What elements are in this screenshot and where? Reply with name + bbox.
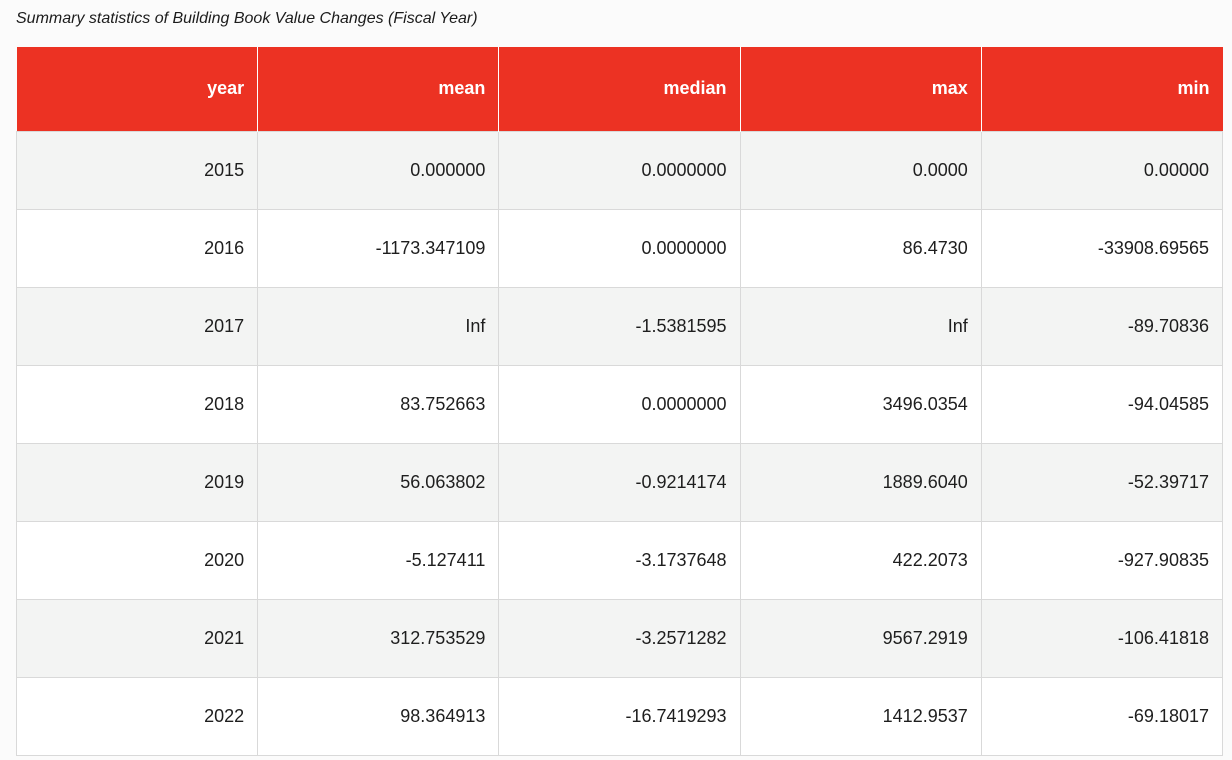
cell-median: -0.9214174 [498, 442, 741, 522]
cell-year: 2022 [15, 676, 259, 756]
summary-table-container: year mean median max min 2015 0.000000 0… [15, 47, 1224, 756]
cell-min: -94.04585 [980, 364, 1224, 444]
column-header-median: median [498, 47, 741, 131]
cell-max: 3496.0354 [739, 364, 982, 444]
cell-median: -16.7419293 [498, 676, 741, 756]
table-row: 2017 Inf -1.5381595 Inf -89.70836 [15, 286, 1224, 366]
cell-year: 2019 [15, 442, 259, 522]
column-header-max: max [739, 47, 982, 131]
cell-year: 2017 [15, 286, 259, 366]
table-header: year mean median max min [16, 47, 1223, 131]
cell-max: 0.0000 [739, 130, 982, 210]
table-row: 2015 0.000000 0.0000000 0.0000 0.00000 [15, 130, 1224, 210]
cell-mean: -1173.347109 [257, 208, 500, 288]
table-row: 2022 98.364913 -16.7419293 1412.9537 -69… [15, 676, 1224, 756]
cell-mean: 312.753529 [257, 598, 500, 678]
table-caption: Summary statistics of Building Book Valu… [16, 10, 478, 27]
cell-min: -69.18017 [980, 676, 1224, 756]
cell-min: -33908.69565 [980, 208, 1224, 288]
cell-median: -3.1737648 [498, 520, 741, 600]
cell-year: 2021 [15, 598, 259, 678]
cell-year: 2020 [15, 520, 259, 600]
cell-year: 2018 [15, 364, 259, 444]
cell-median: 0.0000000 [498, 208, 741, 288]
cell-year: 2015 [15, 130, 259, 210]
header-row: year mean median max min [16, 47, 1223, 131]
cell-median: 0.0000000 [498, 364, 741, 444]
summary-table: year mean median max min 2015 0.000000 0… [15, 47, 1224, 756]
cell-max: 1889.6040 [739, 442, 982, 522]
cell-max: 1412.9537 [739, 676, 982, 756]
column-header-mean: mean [257, 47, 499, 131]
cell-max: Inf [739, 286, 982, 366]
cell-mean: 83.752663 [257, 364, 500, 444]
table-row: 2020 -5.127411 -3.1737648 422.2073 -927.… [15, 520, 1224, 600]
cell-mean: -5.127411 [257, 520, 500, 600]
table-row: 2019 56.063802 -0.9214174 1889.6040 -52.… [15, 442, 1224, 522]
cell-mean: Inf [257, 286, 500, 366]
cell-min: -89.70836 [980, 286, 1224, 366]
cell-min: -927.90835 [980, 520, 1224, 600]
cell-min: -106.41818 [980, 598, 1224, 678]
table-row: 2018 83.752663 0.0000000 3496.0354 -94.0… [15, 364, 1224, 444]
table-body: 2015 0.000000 0.0000000 0.0000 0.00000 2… [15, 130, 1224, 756]
cell-max: 422.2073 [739, 520, 982, 600]
cell-year: 2016 [15, 208, 259, 288]
cell-mean: 56.063802 [257, 442, 500, 522]
cell-median: -1.5381595 [498, 286, 741, 366]
table-row: 2021 312.753529 -3.2571282 9567.2919 -10… [15, 598, 1224, 678]
cell-median: 0.0000000 [498, 130, 741, 210]
cell-max: 86.4730 [739, 208, 982, 288]
column-header-year: year [16, 47, 258, 131]
cell-mean: 98.364913 [257, 676, 500, 756]
table-row: 2016 -1173.347109 0.0000000 86.4730 -339… [15, 208, 1224, 288]
cell-max: 9567.2919 [739, 598, 982, 678]
cell-min: -52.39717 [980, 442, 1224, 522]
cell-min: 0.00000 [980, 130, 1224, 210]
cell-median: -3.2571282 [498, 598, 741, 678]
cell-mean: 0.000000 [257, 130, 500, 210]
column-header-min: min [980, 47, 1223, 131]
